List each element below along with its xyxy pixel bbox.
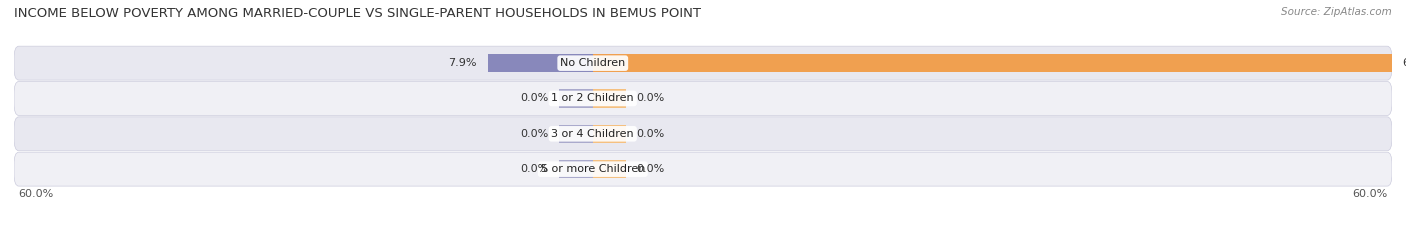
Bar <box>560 125 593 143</box>
FancyBboxPatch shape <box>14 82 1392 115</box>
Text: 0.0%: 0.0% <box>520 129 548 139</box>
Bar <box>593 54 1392 72</box>
Text: 60.0%: 60.0% <box>18 189 53 199</box>
Bar <box>560 89 593 108</box>
Bar <box>593 89 626 108</box>
Text: INCOME BELOW POVERTY AMONG MARRIED-COUPLE VS SINGLE-PARENT HOUSEHOLDS IN BEMUS P: INCOME BELOW POVERTY AMONG MARRIED-COUPL… <box>14 7 702 20</box>
FancyBboxPatch shape <box>14 46 1392 80</box>
Text: 60.0%: 60.0% <box>1353 189 1388 199</box>
Text: 3 or 4 Children: 3 or 4 Children <box>551 129 634 139</box>
Text: 0.0%: 0.0% <box>520 93 548 103</box>
Bar <box>488 54 593 72</box>
FancyBboxPatch shape <box>14 117 1392 151</box>
Bar <box>593 125 626 143</box>
Text: 0.0%: 0.0% <box>520 164 548 174</box>
Text: 60.0%: 60.0% <box>1403 58 1406 68</box>
Text: Source: ZipAtlas.com: Source: ZipAtlas.com <box>1281 7 1392 17</box>
Bar <box>593 160 626 178</box>
FancyBboxPatch shape <box>14 152 1392 186</box>
Text: 0.0%: 0.0% <box>637 164 665 174</box>
Text: 0.0%: 0.0% <box>637 93 665 103</box>
Text: 5 or more Children: 5 or more Children <box>540 164 645 174</box>
Bar <box>560 160 593 178</box>
Text: 1 or 2 Children: 1 or 2 Children <box>551 93 634 103</box>
Text: 0.0%: 0.0% <box>637 129 665 139</box>
Text: No Children: No Children <box>560 58 626 68</box>
Text: 7.9%: 7.9% <box>449 58 477 68</box>
